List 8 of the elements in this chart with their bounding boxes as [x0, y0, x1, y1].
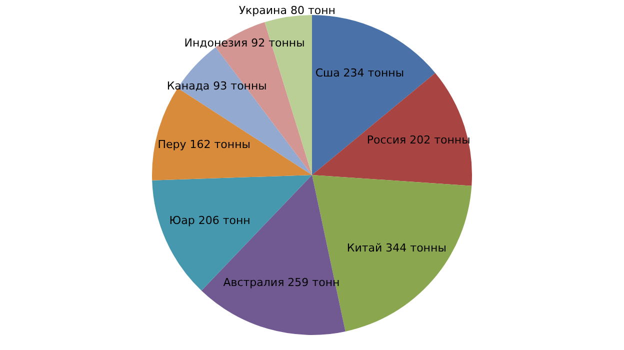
slice-label: Перу 162 тонны — [158, 138, 250, 152]
slice-label: Китай 344 тонны — [346, 241, 446, 254]
slice-label: Индонезия 92 тонны — [184, 36, 305, 50]
slice-label: Юар 206 тонн — [169, 214, 250, 227]
slice-label: Канада 93 тонны — [166, 79, 267, 92]
slice-label: Сша 234 тонны — [315, 66, 404, 80]
slice-label: Австралия 259 тонн — [223, 276, 340, 289]
slice-label: Украина 80 тонн — [238, 4, 336, 17]
